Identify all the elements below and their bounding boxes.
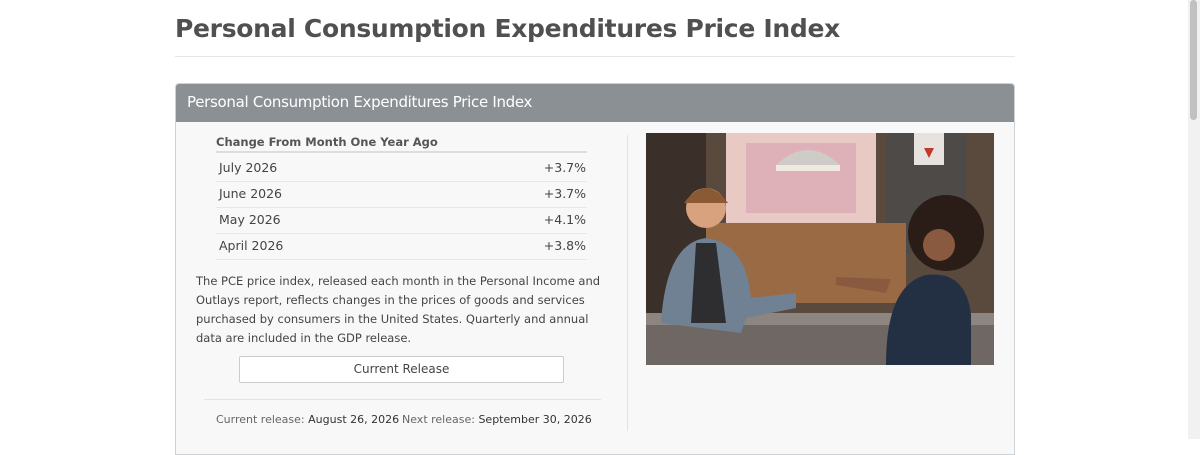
panel-title: Personal Consumption Expenditures Price … bbox=[187, 93, 533, 111]
change: +3.8% bbox=[543, 238, 586, 253]
current-release-button[interactable]: Current Release bbox=[239, 356, 564, 383]
table-row: May 2026 +4.1% bbox=[216, 207, 587, 234]
title-rule bbox=[175, 56, 1015, 57]
table-row: April 2026 +3.8% bbox=[216, 233, 587, 260]
month: June 2026 bbox=[219, 186, 283, 201]
label: Next release: bbox=[402, 413, 475, 426]
caption-rule bbox=[216, 151, 587, 153]
month: April 2026 bbox=[219, 238, 284, 253]
month: July 2026 bbox=[219, 160, 278, 175]
panel: Personal Consumption Expenditures Price … bbox=[175, 83, 1015, 455]
description: The PCE price index, released each month… bbox=[196, 274, 601, 345]
page-title: Personal Consumption Expenditures Price … bbox=[175, 14, 840, 43]
table-row: July 2026 +3.7% bbox=[216, 155, 587, 182]
date: September 30, 2026 bbox=[478, 413, 592, 426]
label: Current release: bbox=[216, 413, 305, 426]
change: +3.7% bbox=[543, 186, 586, 201]
page: {"header": {"title": "Personal Consumpti… bbox=[175, 0, 1200, 455]
change: +3.7% bbox=[543, 160, 586, 175]
panel-header: Personal Consumption Expenditures Price … bbox=[176, 84, 1014, 122]
table-caption: Change From Month One Year Ago bbox=[216, 135, 438, 149]
current-release: Current release: August 26, 2026 bbox=[216, 413, 399, 426]
separator bbox=[204, 399, 601, 400]
next-release: Next release: September 30, 2026 bbox=[402, 413, 592, 426]
scrollbar[interactable] bbox=[1188, 0, 1200, 439]
column-divider bbox=[627, 135, 628, 431]
date: August 26, 2026 bbox=[308, 413, 400, 426]
change: +4.1% bbox=[543, 212, 586, 227]
photo bbox=[646, 133, 994, 365]
scroll-thumb[interactable] bbox=[1190, 0, 1197, 120]
table-row: June 2026 +3.7% bbox=[216, 181, 587, 208]
month: May 2026 bbox=[219, 212, 281, 227]
